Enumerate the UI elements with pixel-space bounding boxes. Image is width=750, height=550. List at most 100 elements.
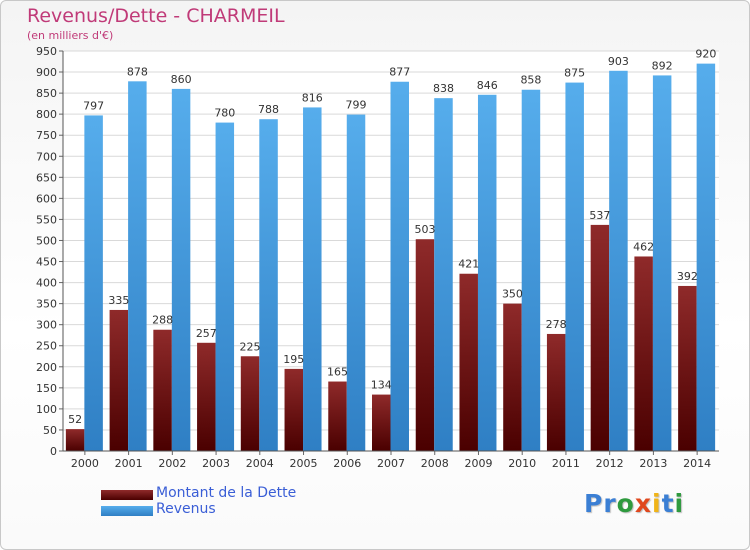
revenue-bar: [215, 122, 235, 451]
revenue-bar: [477, 94, 497, 451]
debt-value-label: 335: [108, 294, 129, 307]
revenue-value-label: 788: [258, 103, 279, 116]
revenue-bar: [652, 75, 672, 451]
debt-value-label: 421: [458, 258, 479, 271]
revenue-bar: [434, 98, 453, 451]
debt-bar: [503, 303, 522, 451]
y-tick-label: 50: [43, 424, 57, 437]
debt-bar: [240, 356, 260, 451]
bars: [65, 63, 716, 452]
x-tick-label: 2010: [508, 457, 536, 470]
y-tick-label: 700: [36, 150, 57, 163]
y-tick-label: 350: [36, 298, 57, 311]
debt-bar: [65, 429, 85, 451]
x-tick-label: 2014: [683, 457, 711, 470]
logo-letter: x: [634, 489, 652, 518]
revenue-bar: [696, 63, 716, 451]
revenue-value-label: 797: [83, 99, 104, 112]
revenue-value-label: 816: [302, 91, 323, 104]
y-tick-label: 650: [36, 171, 57, 184]
debt-bar: [546, 333, 566, 451]
x-tick-label: 2013: [639, 457, 667, 470]
revenue-bar: [565, 82, 584, 451]
x-tick-label: 2004: [246, 457, 274, 470]
debt-bar: [197, 342, 216, 451]
x-tick-label: 2000: [71, 457, 99, 470]
axes: 0 50 100 150 200 250 300 350 400 450 500 550 600 650 7…: [36, 45, 719, 470]
y-tick-label: 150: [36, 382, 57, 395]
revenue-value-label: 892: [652, 59, 673, 72]
revenue-value-label: 799: [346, 99, 367, 112]
debt-value-label: 257: [196, 327, 217, 340]
logo-letter: i: [652, 489, 662, 518]
y-tick-label: 400: [36, 277, 57, 290]
debt-bar: [459, 273, 478, 451]
logo-letter: o: [616, 489, 635, 518]
y-tick-label: 500: [36, 234, 57, 247]
revenue-bar: [171, 88, 191, 451]
debt-bar: [328, 381, 347, 451]
logo-letter: t: [661, 489, 675, 518]
revenue-value-label: 903: [608, 55, 629, 68]
legend-swatch-debt: [101, 490, 153, 500]
x-tick-label: 2001: [115, 457, 143, 470]
revenue-value-label: 920: [695, 48, 716, 61]
y-tick-label: 600: [36, 192, 57, 205]
data-labels: 52 797 335 878 288 860 257 780 225 788 195 816 165 79…: [68, 48, 716, 426]
revenue-value-label: 858: [520, 74, 541, 87]
y-tick-label: 550: [36, 213, 57, 226]
debt-value-label: 503: [414, 223, 435, 236]
legend-swatch-revenue: [101, 506, 153, 516]
debt-bar: [415, 239, 435, 451]
debt-value-label: 462: [633, 240, 654, 253]
x-tick-label: 2008: [421, 457, 449, 470]
y-tick-label: 100: [36, 403, 57, 416]
x-tick-label: 2011: [552, 457, 580, 470]
debt-value-label: 350: [502, 288, 523, 301]
debt-bar: [590, 224, 610, 451]
y-tick-label: 300: [36, 319, 57, 332]
revenue-value-label: 846: [477, 79, 498, 92]
debt-value-label: 225: [240, 340, 261, 353]
debt-value-label: 134: [371, 379, 392, 392]
revenue-value-label: 780: [214, 107, 235, 120]
revenue-value-label: 838: [433, 82, 454, 95]
x-tick-label: 2009: [464, 457, 492, 470]
debt-value-label: 392: [677, 270, 698, 283]
debt-bar: [284, 368, 304, 451]
revenue-bar: [390, 81, 409, 451]
logo-letter: r: [603, 489, 617, 518]
logo-letter: i: [674, 489, 685, 518]
x-tick-label: 2002: [158, 457, 186, 470]
y-tick-label: 850: [36, 87, 57, 100]
revenue-bar: [346, 114, 366, 451]
revenue-bar: [128, 81, 147, 451]
debt-bar: [109, 309, 129, 451]
y-tick-label: 800: [36, 108, 57, 121]
y-tick-label: 200: [36, 361, 57, 374]
legend-label-revenue: Revenus: [156, 501, 216, 517]
x-tick-label: 2007: [377, 457, 405, 470]
y-tick-label: 750: [36, 129, 57, 142]
debt-value-label: 195: [283, 353, 304, 366]
debt-bar: [634, 256, 653, 451]
chart-subtitle: (en milliers d'€): [27, 29, 114, 42]
debt-bar: [153, 329, 172, 451]
debt-bar: [678, 285, 697, 451]
y-tick-label: 950: [36, 45, 57, 58]
revenue-bar: [303, 107, 322, 451]
x-tick-label: 2006: [333, 457, 361, 470]
debt-value-label: 537: [589, 209, 610, 222]
y-tick-label: 250: [36, 340, 57, 353]
debt-value-label: 288: [152, 314, 173, 327]
debt-bar: [372, 394, 391, 451]
revenue-value-label: 875: [564, 67, 585, 80]
debt-value-label: 165: [327, 366, 348, 379]
revenue-value-label: 860: [171, 73, 192, 86]
revenue-value-label: 877: [389, 66, 410, 79]
y-tick-label: 450: [36, 256, 57, 269]
chart-title: Revenus/Dette - CHARMEIL: [27, 5, 285, 27]
revenue-bar: [259, 119, 278, 452]
y-tick-label: 900: [36, 66, 57, 79]
